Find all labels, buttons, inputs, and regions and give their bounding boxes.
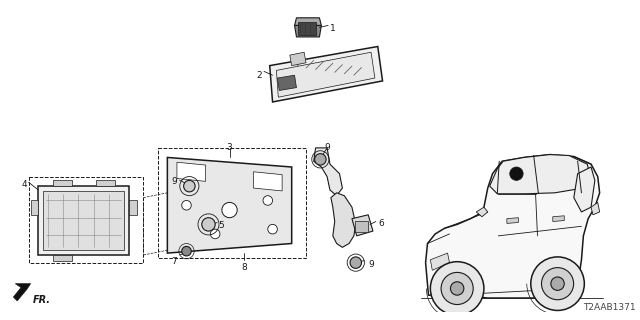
- Polygon shape: [52, 180, 72, 186]
- Ellipse shape: [222, 202, 237, 218]
- Ellipse shape: [509, 167, 523, 180]
- Polygon shape: [294, 26, 321, 37]
- Ellipse shape: [350, 257, 362, 268]
- Polygon shape: [298, 22, 316, 35]
- Polygon shape: [129, 200, 137, 215]
- Polygon shape: [276, 52, 375, 97]
- Text: 8: 8: [241, 263, 247, 272]
- Ellipse shape: [451, 282, 464, 295]
- Text: 2: 2: [257, 71, 262, 80]
- Text: 1: 1: [330, 24, 336, 33]
- Text: 7: 7: [171, 257, 177, 266]
- Polygon shape: [177, 162, 205, 181]
- Polygon shape: [52, 255, 72, 261]
- Text: 4: 4: [21, 180, 27, 189]
- Polygon shape: [591, 202, 600, 215]
- Polygon shape: [294, 18, 321, 26]
- Polygon shape: [352, 215, 373, 236]
- Polygon shape: [430, 253, 449, 270]
- Ellipse shape: [441, 272, 473, 305]
- Polygon shape: [490, 155, 591, 194]
- Polygon shape: [13, 284, 31, 301]
- Polygon shape: [574, 167, 595, 212]
- Ellipse shape: [430, 262, 484, 315]
- Ellipse shape: [202, 218, 215, 231]
- Polygon shape: [426, 155, 600, 298]
- Ellipse shape: [211, 229, 220, 239]
- Ellipse shape: [268, 224, 277, 234]
- Polygon shape: [95, 180, 115, 186]
- Polygon shape: [314, 148, 342, 196]
- Bar: [355, 220, 368, 232]
- Text: 9: 9: [324, 143, 330, 152]
- Ellipse shape: [263, 196, 273, 205]
- Polygon shape: [331, 193, 356, 247]
- Text: 5: 5: [218, 220, 224, 229]
- Ellipse shape: [182, 200, 191, 210]
- Polygon shape: [507, 218, 518, 223]
- Text: 9: 9: [171, 177, 177, 186]
- Ellipse shape: [184, 180, 195, 192]
- Bar: [38, 186, 129, 255]
- Ellipse shape: [541, 268, 573, 300]
- Text: T2AAB1371: T2AAB1371: [584, 303, 636, 312]
- Text: FR.: FR.: [33, 295, 51, 305]
- Polygon shape: [253, 172, 282, 191]
- Ellipse shape: [531, 257, 584, 310]
- Polygon shape: [277, 75, 296, 91]
- Ellipse shape: [551, 277, 564, 290]
- Polygon shape: [553, 216, 564, 221]
- Ellipse shape: [182, 246, 191, 256]
- Polygon shape: [31, 200, 38, 215]
- Polygon shape: [269, 46, 383, 102]
- Text: 3: 3: [227, 143, 232, 152]
- Polygon shape: [476, 207, 488, 217]
- Bar: [29, 177, 143, 263]
- Text: 9: 9: [368, 260, 374, 269]
- Polygon shape: [290, 52, 306, 66]
- Text: 6: 6: [379, 219, 385, 228]
- Polygon shape: [168, 157, 292, 253]
- Bar: [43, 191, 124, 250]
- Bar: [158, 148, 306, 258]
- Ellipse shape: [315, 154, 326, 165]
